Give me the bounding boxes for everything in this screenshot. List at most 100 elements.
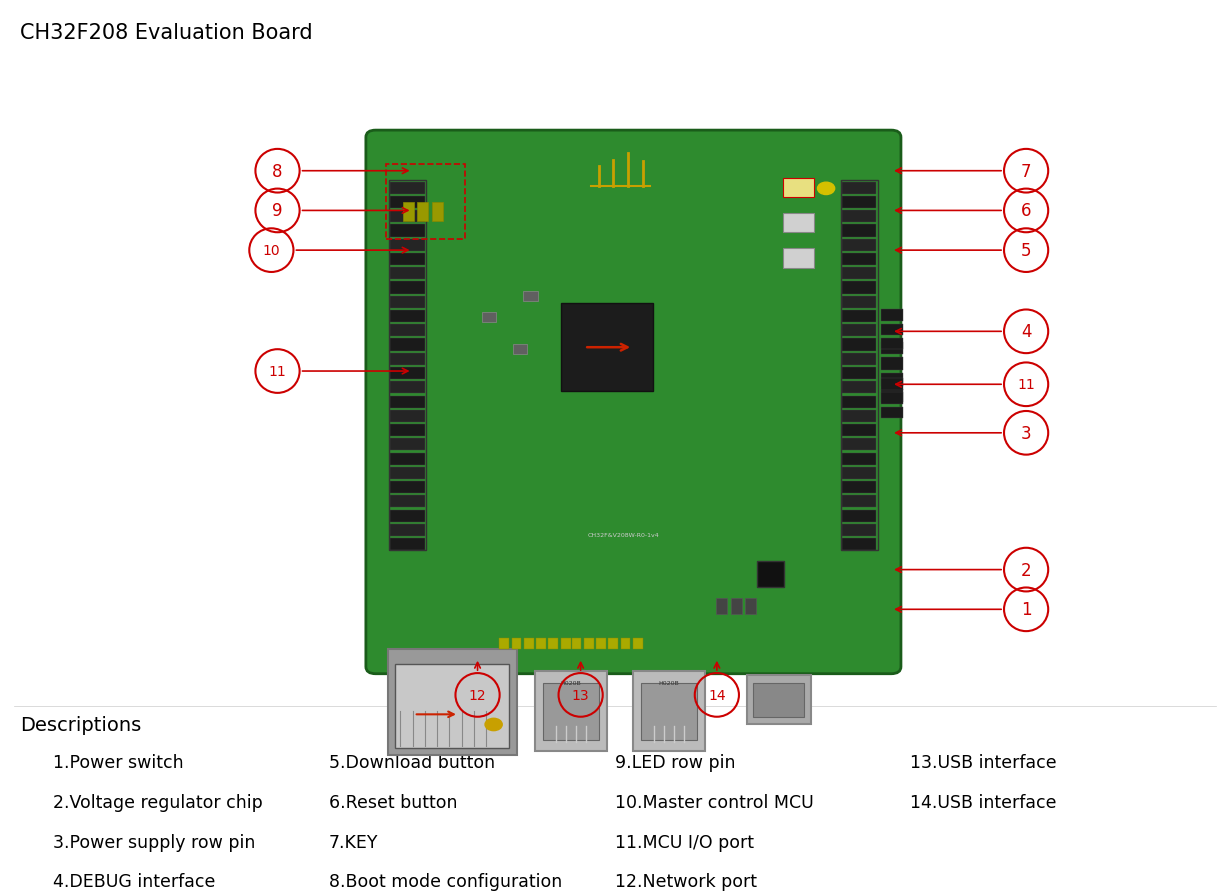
Text: 9: 9 [272, 202, 283, 220]
Text: 4.DEBUG interface: 4.DEBUG interface [53, 873, 215, 890]
Bar [390, 510, 424, 522]
Bar [561, 304, 653, 392]
Bar [716, 598, 727, 614]
FancyBboxPatch shape [365, 131, 900, 674]
Bar [843, 439, 877, 451]
Bar [843, 496, 877, 508]
Bar [882, 393, 903, 404]
Bar [390, 439, 424, 451]
Bar [390, 353, 424, 366]
Bar [843, 225, 877, 237]
Text: 8: 8 [272, 163, 283, 181]
Bar [882, 379, 903, 390]
Bar [523, 291, 538, 302]
Bar [565, 313, 579, 323]
Bar [843, 240, 877, 251]
Bar [843, 325, 877, 337]
Bar [843, 310, 877, 323]
Text: 2: 2 [1021, 561, 1032, 579]
Text: 13: 13 [572, 688, 589, 702]
Text: CH32F&V208W-R0-1v4: CH32F&V208W-R0-1v4 [587, 532, 659, 537]
Text: 1.Power switch: 1.Power switch [53, 754, 183, 772]
Text: 12: 12 [469, 688, 486, 702]
Bar [390, 453, 424, 465]
Bar [390, 396, 424, 409]
Bar [882, 358, 903, 371]
Bar [843, 524, 877, 536]
Text: CH32F208 Evaluation Board: CH32F208 Evaluation Board [20, 23, 312, 44]
Text: 5: 5 [1021, 242, 1032, 260]
Text: H020B: H020B [658, 680, 679, 685]
Bar [731, 598, 742, 614]
Text: 3.Power supply row pin: 3.Power supply row pin [53, 832, 256, 850]
Bar [390, 468, 424, 479]
Bar [784, 249, 814, 268]
Text: 6.Reset button: 6.Reset button [330, 793, 458, 811]
Bar [843, 283, 877, 294]
Bar [843, 396, 877, 409]
Bar [390, 254, 424, 266]
Bar [843, 425, 877, 436]
Bar [390, 410, 424, 422]
Text: 2.Voltage regulator chip: 2.Voltage regulator chip [53, 793, 263, 811]
Bar [843, 453, 877, 465]
Bar [633, 671, 705, 751]
Bar [745, 598, 756, 614]
Text: Descriptions: Descriptions [20, 715, 141, 734]
Text: 14: 14 [708, 688, 726, 702]
Bar [843, 297, 877, 308]
Bar [513, 344, 528, 355]
Text: 10.Master control MCU: 10.Master control MCU [615, 793, 814, 811]
Bar [843, 254, 877, 266]
Bar [600, 355, 615, 366]
Bar [390, 240, 424, 251]
Bar [633, 638, 643, 649]
Bar [843, 211, 877, 223]
Text: 14.USB interface: 14.USB interface [909, 793, 1057, 811]
Bar [387, 649, 517, 755]
Text: 3: 3 [1021, 425, 1032, 443]
Bar [882, 310, 903, 321]
Circle shape [818, 183, 835, 195]
Bar [390, 425, 424, 436]
Bar [561, 638, 571, 649]
Bar [747, 676, 811, 724]
Bar [417, 202, 428, 222]
Bar [784, 214, 814, 233]
Text: H020B: H020B [561, 680, 582, 685]
Bar [882, 338, 903, 350]
Bar [882, 325, 903, 335]
Bar [843, 482, 877, 493]
Bar [549, 638, 558, 649]
Bar [882, 342, 903, 355]
Bar [390, 310, 424, 323]
Bar [390, 182, 424, 195]
Bar [535, 671, 606, 751]
Bar [390, 197, 424, 209]
Bar [641, 683, 697, 740]
Bar [390, 297, 424, 308]
Bar [390, 538, 424, 551]
Bar [621, 638, 631, 649]
Text: 7: 7 [1021, 163, 1032, 181]
Bar [390, 367, 424, 380]
Bar [584, 638, 594, 649]
Bar [882, 374, 903, 386]
Bar [843, 538, 877, 551]
Bar [841, 181, 878, 551]
Text: 8.Boot mode configuration: 8.Boot mode configuration [330, 873, 562, 890]
Bar [536, 638, 546, 649]
Text: 6: 6 [1021, 202, 1032, 220]
Bar [609, 638, 619, 649]
Bar [390, 496, 424, 508]
Text: 10: 10 [262, 244, 280, 257]
Bar [597, 638, 606, 649]
Bar [843, 510, 877, 522]
Bar [843, 268, 877, 280]
Bar [395, 664, 509, 748]
Bar [843, 468, 877, 479]
Text: 13.USB interface: 13.USB interface [909, 754, 1057, 772]
Text: 5.Download button: 5.Download button [330, 754, 496, 772]
Bar [524, 638, 534, 649]
Bar [843, 197, 877, 209]
